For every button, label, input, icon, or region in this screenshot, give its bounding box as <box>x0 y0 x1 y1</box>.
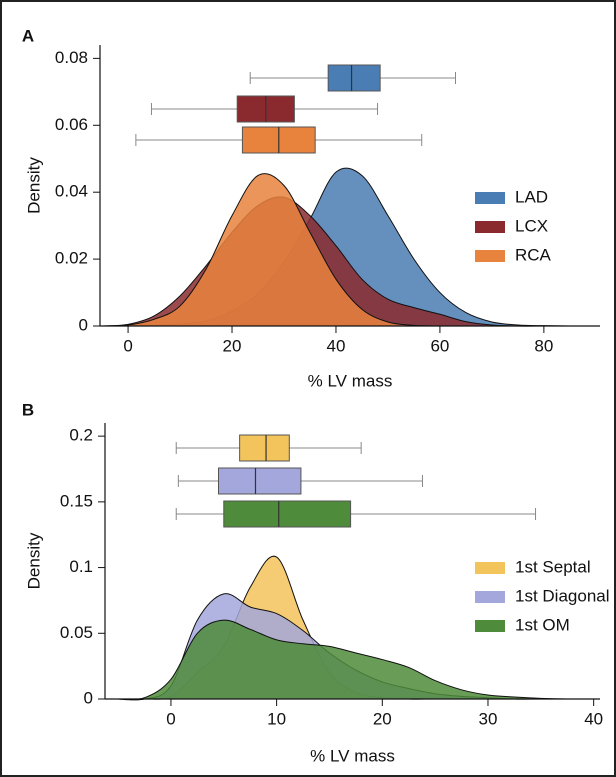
legend-label: 1st Septal <box>515 557 591 576</box>
legend-swatch <box>475 221 505 233</box>
legend-label: LAD <box>515 187 548 206</box>
legend-swatch <box>475 562 505 574</box>
legend-label: RCA <box>515 245 552 264</box>
x-tick-label: 40 <box>584 709 603 728</box>
x-tick-label: 10 <box>267 709 286 728</box>
box <box>217 467 302 495</box>
y-tick-label: 0.06 <box>55 115 88 134</box>
x-tick-label: 20 <box>373 709 392 728</box>
y-tick-label: 0.02 <box>55 249 88 268</box>
legend-swatch <box>475 192 505 204</box>
legend-label: 1st Diagonal <box>515 586 610 605</box>
box <box>239 434 290 462</box>
x-tick-label: 0 <box>166 709 175 728</box>
y-axis-label: Density <box>24 532 43 589</box>
x-tick-label: 20 <box>223 336 242 355</box>
x-tick-label: 60 <box>430 336 449 355</box>
legend-swatch <box>475 250 505 262</box>
y-tick-label: 0.1 <box>69 557 93 576</box>
box <box>327 64 381 92</box>
x-axis-label: % LV mass <box>310 746 395 765</box>
y-tick-label: 0.15 <box>60 491 93 510</box>
legend-swatch <box>475 591 505 603</box>
y-tick-label: 0 <box>84 688 93 707</box>
x-tick-label: 30 <box>479 709 498 728</box>
legend-label: LCX <box>515 216 548 235</box>
density-area <box>118 619 594 700</box>
legend-label: 1st OM <box>515 615 570 634</box>
x-axis-label: % LV mass <box>308 371 393 390</box>
y-tick-label: 0.05 <box>60 623 93 642</box>
x-tick-label: 0 <box>123 336 132 355</box>
panel-label: A <box>22 26 34 45</box>
y-tick-label: 0.04 <box>55 182 88 201</box>
y-tick-label: 0.08 <box>55 48 88 67</box>
y-tick-label: 0 <box>79 315 88 334</box>
y-tick-label: 0.2 <box>69 426 93 445</box>
legend-swatch <box>475 620 505 632</box>
x-tick-label: 80 <box>534 336 553 355</box>
x-tick-label: 40 <box>327 336 346 355</box>
panel-label: B <box>22 400 34 419</box>
y-axis-label: Density <box>24 157 43 214</box>
box <box>223 500 352 528</box>
